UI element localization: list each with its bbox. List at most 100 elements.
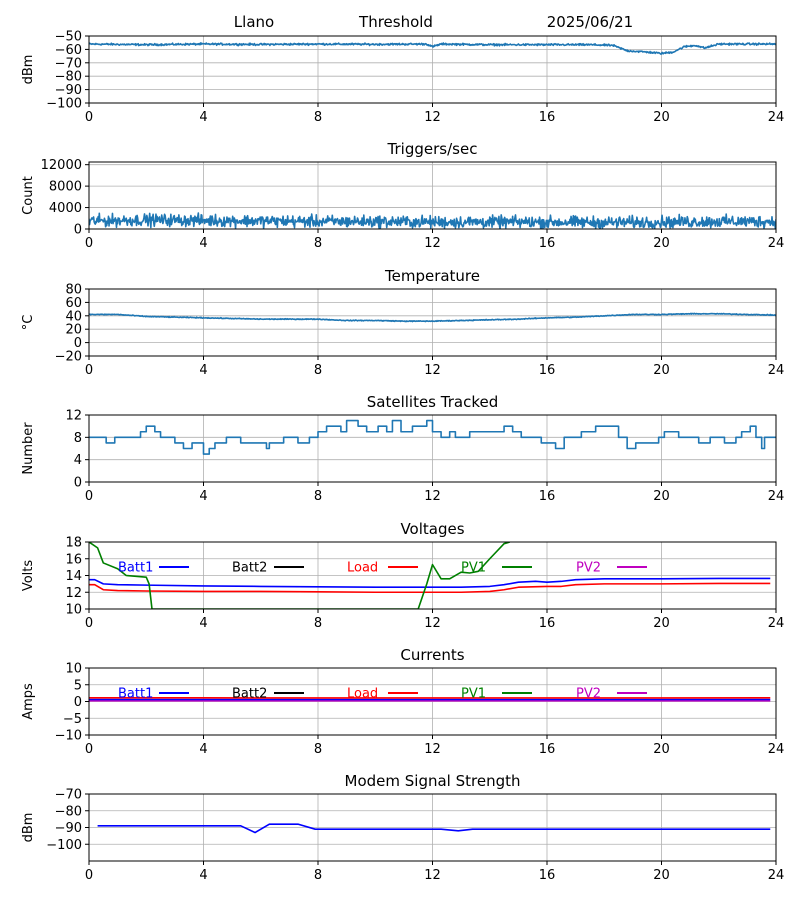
x-axis: 0 4 8 12 16 20 24 <box>85 861 784 883</box>
x-tick-label: 0 <box>85 363 93 378</box>
station-name: Llano <box>234 13 274 31</box>
panel-title: Satellites Tracked <box>367 393 498 411</box>
series-line-pv1 <box>89 542 511 609</box>
y-axis-label: °C <box>21 315 36 331</box>
series-line-trace <box>89 42 776 55</box>
legend-label-batt1: Batt1 <box>118 561 153 576</box>
x-tick-label: 24 <box>768 363 785 378</box>
y-axis: −100 −90 −80−70 <box>46 788 89 853</box>
y-axis-label: Number <box>21 422 36 475</box>
y-axis-label: Volts <box>21 560 36 592</box>
y-axis-label: dBm <box>21 813 36 843</box>
legend-label-pv1: PV1 <box>461 561 486 576</box>
y-tick-label: −60 <box>55 43 82 58</box>
panel-title: Currents <box>400 646 464 664</box>
legend: Batt1 Batt2 Load PV1 PV2 <box>118 687 647 702</box>
header-date: 2025/06/21 <box>547 13 633 31</box>
y-tick-label: 10 <box>65 603 82 618</box>
y-tick-label: −70 <box>55 56 82 71</box>
header-label: Threshold <box>358 13 433 31</box>
series-line-trace <box>89 312 776 323</box>
legend-label-pv2: PV2 <box>576 687 601 702</box>
y-tick-label: 8 <box>74 431 82 446</box>
y-tick-label: 0 <box>74 336 82 351</box>
grid-lines <box>88 793 777 861</box>
x-tick-label: 8 <box>314 868 322 883</box>
y-tick-label: −70 <box>55 788 82 803</box>
y-tick-label: −50 <box>55 30 82 45</box>
legend-label-pv1: PV1 <box>461 687 486 702</box>
legend-label-load: Load <box>347 687 378 702</box>
x-tick-label: 8 <box>314 110 322 125</box>
y-axis: 0 4000 8000 12000 <box>41 158 89 238</box>
y-tick-label: 40 <box>65 309 82 324</box>
y-tick-label: 60 <box>65 296 82 311</box>
x-axis: 0 4 8 12 16 20 24 <box>85 229 784 251</box>
y-tick-label: 14 <box>65 569 82 584</box>
figure-header: Llano Threshold 2025/06/21 <box>234 13 633 31</box>
series-line-trace <box>89 212 776 229</box>
x-tick-label: 20 <box>653 489 670 504</box>
x-tick-label: 16 <box>539 110 556 125</box>
x-axis: 0 4 8 12 16 20 24 <box>85 735 784 757</box>
x-tick-label: 12 <box>424 489 441 504</box>
x-tick-label: 8 <box>314 236 322 251</box>
legend-label-batt1: Batt1 <box>118 687 153 702</box>
x-tick-label: 24 <box>768 110 785 125</box>
x-tick-label: 4 <box>199 236 207 251</box>
legend-label-batt2: Batt2 <box>232 561 267 576</box>
series-line-trace <box>97 823 771 834</box>
x-tick-label: 24 <box>768 236 785 251</box>
x-tick-label: 0 <box>85 110 93 125</box>
x-tick-label: 24 <box>768 868 785 883</box>
x-axis: 0 4 8 12 16 20 24 <box>85 103 784 125</box>
y-tick-label: −20 <box>55 350 82 365</box>
y-tick-label: 8000 <box>49 180 82 195</box>
x-tick-label: 4 <box>199 110 207 125</box>
x-tick-label: 16 <box>539 363 556 378</box>
y-tick-label: 5 <box>74 678 82 693</box>
y-tick-label: −90 <box>55 83 82 98</box>
x-tick-label: 8 <box>314 616 322 631</box>
x-tick-label: 12 <box>424 868 441 883</box>
panel-title: Temperature <box>384 267 480 285</box>
x-tick-label: 24 <box>768 742 785 757</box>
y-tick-label: −80 <box>55 70 82 85</box>
x-tick-label: 0 <box>85 236 93 251</box>
y-axis: −100−90−80−70−60−50 <box>46 30 89 112</box>
y-axis-label: Count <box>21 176 36 215</box>
legend-label-batt2: Batt2 <box>232 687 267 702</box>
panel-title: Modem Signal Strength <box>345 772 521 790</box>
y-tick-label: 4000 <box>49 201 82 216</box>
x-tick-label: 0 <box>85 868 93 883</box>
x-tick-label: 20 <box>653 616 670 631</box>
x-tick-label: 12 <box>424 110 441 125</box>
y-tick-label: 16 <box>65 552 82 567</box>
panel-satellites-tracked: 0 4 8 12 16 20 24 0 4 8 12 Number Satellites Tracked <box>21 393 784 504</box>
y-axis-label: dBm <box>21 55 36 85</box>
y-tick-label: 20 <box>65 323 82 338</box>
y-tick-label: 12 <box>65 409 82 424</box>
grid-lines <box>88 541 777 610</box>
panel-modem-signal-strength: 0 4 8 12 16 20 24 −100 −90 −80−70 dBm Modem Signal … <box>21 772 784 883</box>
y-tick-label: 10 <box>65 662 82 677</box>
y-tick-label: −5 <box>63 712 82 727</box>
panel-triggers-sec: 0 4 8 12 16 20 24 0 4000 8000 12000 Count Triggers/s… <box>21 140 784 251</box>
series-group <box>89 419 776 455</box>
y-tick-label: 80 <box>65 283 82 298</box>
y-axis-label: Amps <box>21 683 36 720</box>
x-tick-label: 20 <box>653 868 670 883</box>
x-tick-label: 8 <box>314 742 322 757</box>
y-tick-label: −10 <box>55 729 82 744</box>
x-tick-label: 8 <box>314 489 322 504</box>
x-tick-label: 0 <box>85 742 93 757</box>
x-tick-label: 16 <box>539 868 556 883</box>
y-tick-label: 0 <box>74 476 82 491</box>
y-tick-label: 0 <box>74 223 82 238</box>
y-tick-label: −80 <box>55 804 82 819</box>
